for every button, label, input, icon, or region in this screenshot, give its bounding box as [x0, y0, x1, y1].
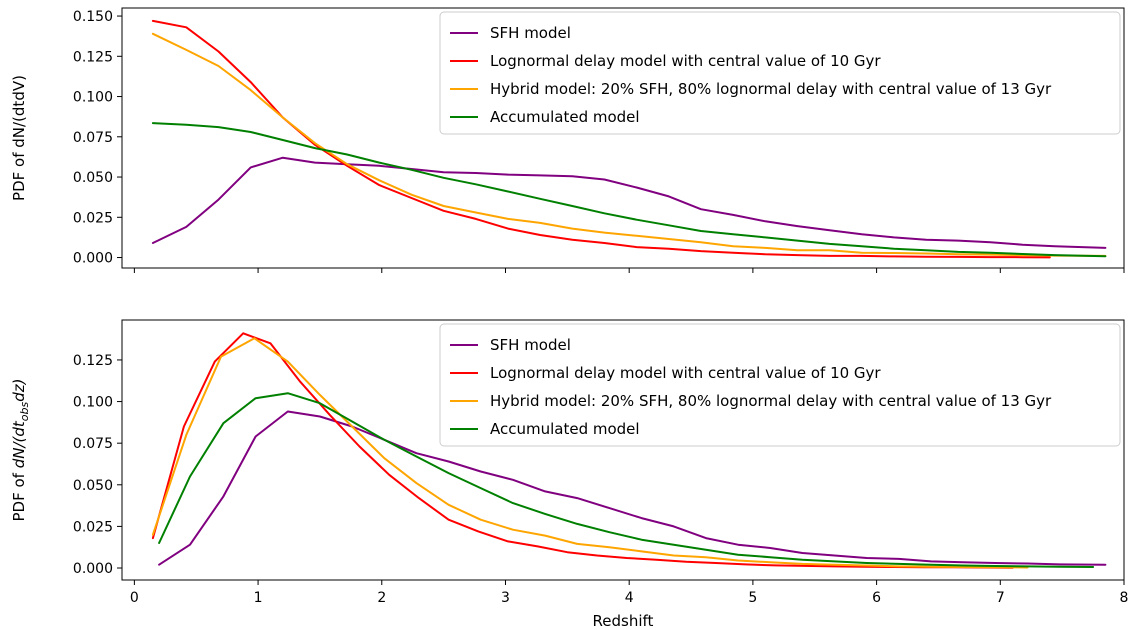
- y-tick-label: 0.125: [73, 49, 113, 65]
- y-tick-label: 0.025: [73, 210, 113, 226]
- legend-entry: SFH model: [490, 24, 571, 42]
- top-panel: 0.000 0.025 0.050 0.075 0.100 0.125 0.150 PDF o…: [10, 7, 1125, 273]
- series-line-3: [151, 122, 1107, 258]
- y-tick-label: 0.100: [73, 90, 113, 106]
- axes-frame: [121, 7, 1125, 269]
- x-tick-label: 1: [254, 590, 263, 606]
- y-axis-label: PDF of dN/(dtobsdz): [10, 379, 31, 522]
- y-axis-label-math: dN/(dt: [10, 420, 28, 468]
- legend-entry: Hybrid model: 20% SFH, 80% lognormal del…: [490, 80, 1052, 98]
- x-tick-label: 8: [1120, 590, 1129, 606]
- legend-entry: Lognormal delay model with central value…: [490, 364, 881, 382]
- y-tick-label: 0.000: [73, 251, 113, 267]
- legend-entry: Hybrid model: 20% SFH, 80% lognormal del…: [490, 392, 1052, 410]
- x-axis-label: Redshift: [593, 612, 654, 630]
- y-tick-label: 0.075: [73, 436, 113, 452]
- x-tick-label: 6: [872, 590, 881, 606]
- series-line-2: [151, 337, 1029, 569]
- x-tick-label: 4: [625, 590, 634, 606]
- x-tick-label: 0: [130, 590, 139, 606]
- legend-entry: Accumulated model: [490, 108, 640, 126]
- y-tick-label: 0.150: [73, 9, 113, 25]
- x-tick-label: 5: [748, 590, 757, 606]
- y-tick-label: 0.000: [73, 561, 113, 577]
- y-tick-label: 0.050: [73, 170, 113, 186]
- legend: SFH model Lognormal delay model with cent…: [439, 323, 1121, 447]
- y-axis-label-prefix: PDF of: [10, 468, 28, 521]
- legend-entry: SFH model: [490, 336, 571, 354]
- bottom-panel: 0 1 2 3 4 5 6 7 8 0.000 0.025 0.050 0.075 0.100 0.125 P…: [10, 319, 1129, 606]
- y-tick-label: 0.025: [73, 519, 113, 535]
- series-line-1: [151, 332, 1014, 569]
- legend-entry: Accumulated model: [490, 420, 640, 438]
- axes-frame: [121, 319, 1125, 581]
- legend-box: [439, 11, 1121, 135]
- legend: SFH model Lognormal delay model with cent…: [439, 11, 1121, 135]
- legend-entry: Lognormal delay model with central value…: [490, 52, 881, 70]
- series-line-0: [158, 410, 1107, 566]
- y-axis-label: PDF of dN/(dtdV): [10, 75, 28, 201]
- series-line-2: [151, 32, 1107, 257]
- x-tick-label: 2: [377, 590, 386, 606]
- y-tick-label: 0.100: [73, 395, 113, 411]
- y-tick-label: 0.050: [73, 478, 113, 494]
- y-tick-label: 0.075: [73, 130, 113, 146]
- x-tick-label: 3: [501, 590, 510, 606]
- series-line-3: [158, 392, 1095, 568]
- y-tick-label: 0.125: [73, 353, 113, 369]
- y-axis-label-subscript: obs: [18, 401, 31, 421]
- legend-box: [439, 323, 1121, 447]
- y-axis-label-math-end: dz): [10, 379, 28, 402]
- x-tick-label: 7: [996, 590, 1005, 606]
- series-line-0: [151, 156, 1107, 249]
